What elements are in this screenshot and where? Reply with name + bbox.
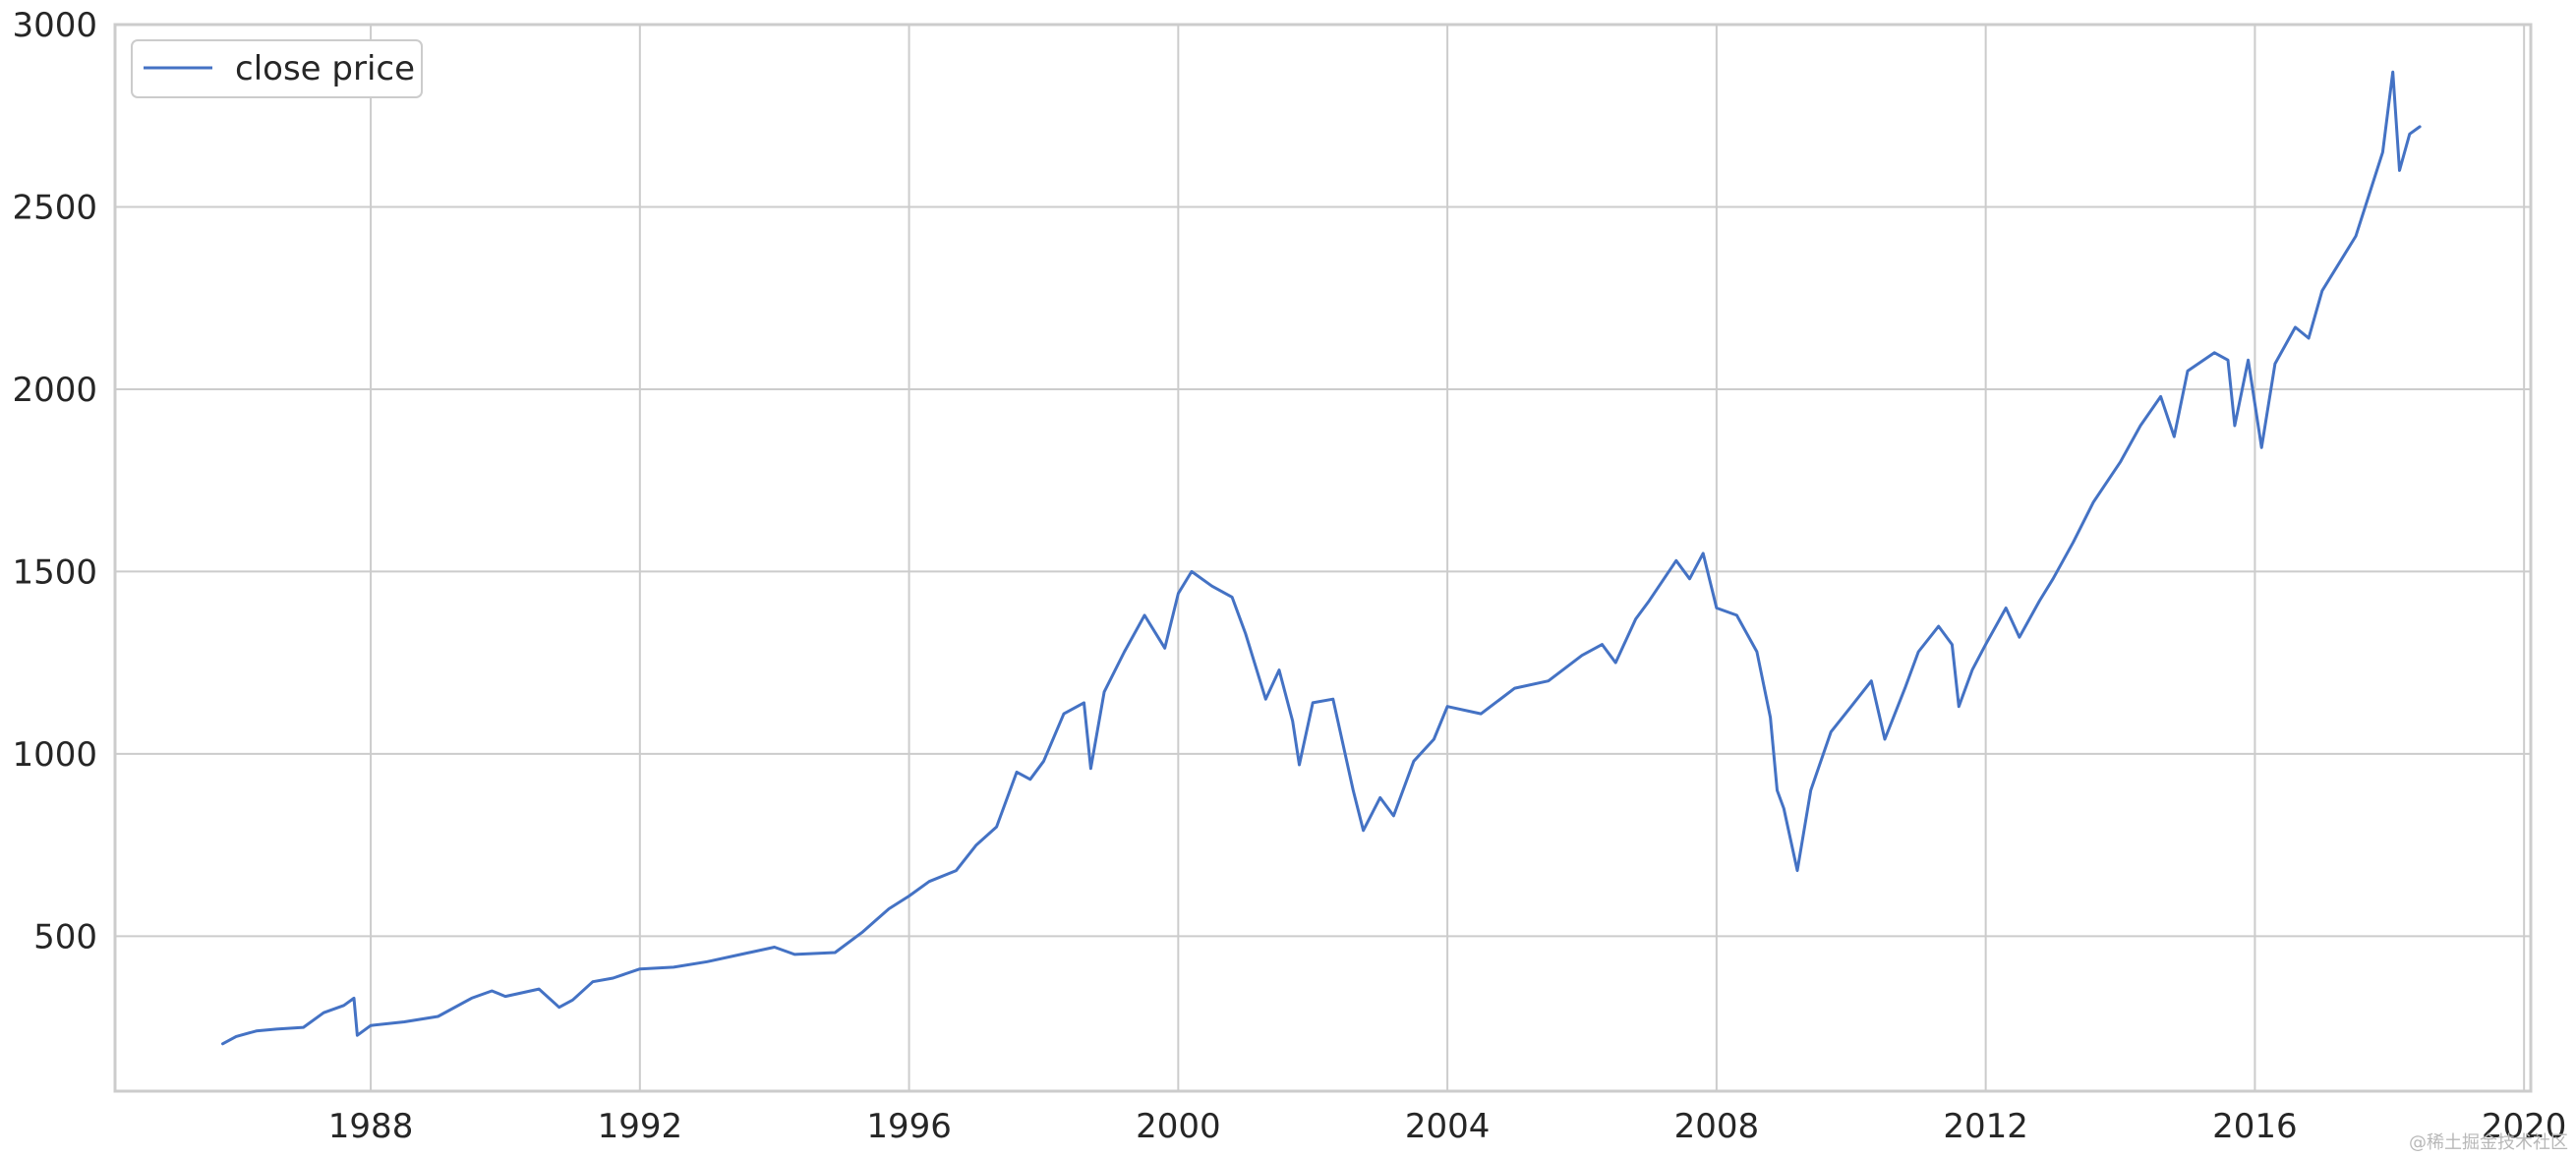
y-axis-tick-labels: 500 1000 1500 2000 2500 3000 [12,6,97,956]
x-tick-label-2000: 2000 [1136,1107,1221,1146]
plot-frame [113,23,2533,1093]
y-tick-label-500: 500 [33,917,97,956]
y-tick-label-3000: 3000 [12,6,97,45]
series-line-close-price [221,70,2422,1046]
x-tick-label-1988: 1988 [328,1107,414,1146]
y-tick-label-1000: 1000 [12,735,97,775]
x-tick-label-2008: 2008 [1674,1107,1760,1146]
x-tick-label-2004: 2004 [1405,1107,1491,1146]
series-layer [221,70,2422,1046]
x-tick-label-1992: 1992 [598,1107,683,1146]
x-tick-label-2016: 2016 [2212,1107,2298,1146]
watermark: @稀土掘金技术社区 [2409,1132,2568,1153]
x-tick-label-1996: 1996 [866,1107,952,1146]
x-axis-tick-labels: 1988 1992 1996 2000 2004 2008 2012 2016 2020 [328,1107,2567,1146]
y-tick-label-2000: 2000 [12,371,97,410]
y-tick-label-2500: 2500 [12,188,97,227]
x-tick-label-2020: 2020 [2482,1107,2567,1146]
y-tick-label-1500: 1500 [12,552,97,592]
x-tick-label-2012: 2012 [1943,1107,2028,1146]
legend-box [131,39,423,98]
legend-label-close-price: close price [235,49,415,88]
legend: close price [131,39,423,98]
grid [115,24,2531,1091]
plot-background [115,25,2531,1091]
